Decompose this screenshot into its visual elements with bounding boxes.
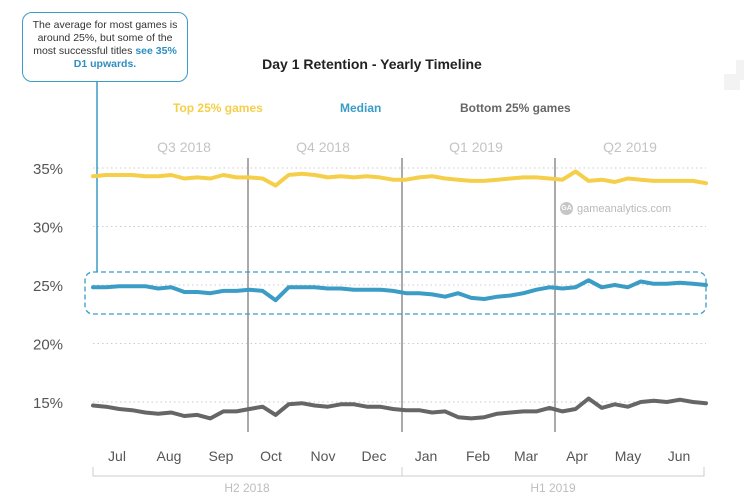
x-tick-label: Jul (108, 448, 126, 464)
legend-top: Top 25% games (173, 101, 263, 115)
quarter-label: Q4 2018 (296, 139, 350, 155)
series-line-top (91, 169, 708, 188)
legend-bottom: Bottom 25% games (460, 101, 571, 115)
callout-highlight: see 35% D1 upwards. (73, 45, 177, 70)
half-year-bracket (92, 467, 705, 477)
annotation-callout: The average for most games is around 25%… (22, 12, 188, 82)
chart-title: Day 1 Retention - Yearly Timeline (262, 56, 482, 72)
half-year-label: H1 2019 (530, 481, 576, 495)
watermark: GA gameanalytics.com (560, 202, 671, 215)
y-tick-label: 15% (33, 395, 63, 412)
y-tick-label: 20% (33, 337, 63, 354)
x-tick-label: Aug (157, 448, 182, 464)
quarter-label: Q1 2019 (449, 139, 503, 155)
x-tick-label: Oct (260, 448, 282, 464)
series-line-bottom (91, 396, 708, 421)
series-line-median (91, 278, 708, 303)
x-tick-label: Jan (415, 448, 438, 464)
gameanalytics-logo-icon: GA (560, 202, 573, 215)
y-tick-label: 30% (33, 220, 63, 237)
quarter-label: Q2 2019 (603, 139, 657, 155)
x-tick-label: Sep (209, 448, 234, 464)
x-tick-label: Nov (311, 448, 336, 464)
x-tick-label: Feb (466, 448, 490, 464)
half-year-label: H2 2018 (224, 481, 270, 495)
legend-median: Median (340, 101, 382, 115)
y-tick-label: 35% (33, 161, 63, 178)
x-tick-label: Mar (514, 448, 538, 464)
x-tick-label: Dec (362, 448, 387, 464)
x-tick-label: Apr (566, 448, 588, 464)
x-tick-label: May (615, 448, 641, 464)
x-tick-label: Jun (668, 448, 691, 464)
quarter-label: Q3 2018 (157, 139, 211, 155)
callout-text: The average for most games is around 25%… (32, 19, 178, 57)
watermark-text: gameanalytics.com (577, 202, 672, 215)
edge-mark (736, 60, 744, 80)
y-tick-label: 25% (33, 278, 63, 295)
